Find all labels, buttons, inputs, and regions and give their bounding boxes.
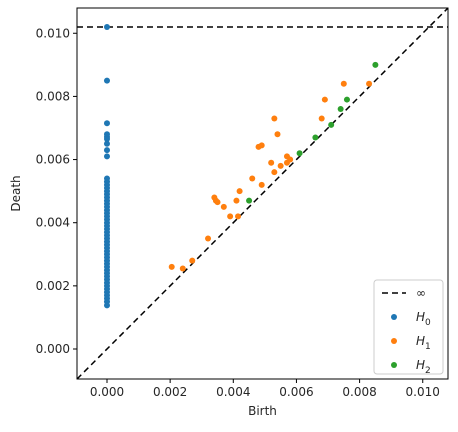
point-h1 (220, 203, 227, 210)
x-tick-label: 0.004 (216, 385, 250, 399)
x-tick-label: 0.008 (342, 385, 376, 399)
point-h1 (340, 80, 347, 87)
point-h1 (189, 257, 196, 264)
point-h2 (343, 96, 350, 103)
y-tick-label: 0.008 (36, 89, 70, 103)
y-axis: 0.000 0.002 0.004 0.006 0.008 0.010 (36, 26, 77, 356)
y-tick-label: 0.000 (36, 342, 70, 356)
y-tick-label: 0.006 (36, 153, 70, 167)
x-tick-label: 0.000 (90, 385, 124, 399)
point-h1 (258, 142, 265, 149)
diagonal-line (77, 8, 448, 379)
point-h1 (249, 175, 256, 182)
point-h1 (236, 188, 243, 195)
legend-box (373, 279, 444, 375)
y-tick-label: 0.004 (36, 216, 70, 230)
point-h0 (103, 140, 110, 147)
x-tick-label: 0.002 (153, 385, 187, 399)
point-h2 (312, 134, 319, 141)
point-h2 (337, 106, 344, 113)
y-tick-label: 0.002 (36, 279, 70, 293)
point-h1 (227, 213, 234, 220)
legend-h1-label: H1 (416, 334, 431, 352)
plot-frame (76, 7, 449, 380)
point-h1 (233, 197, 240, 204)
point-h1 (235, 213, 242, 220)
legend-h2-swatch (391, 362, 397, 368)
y-tick-label: 0.010 (36, 26, 70, 40)
point-h1 (283, 159, 290, 166)
point-h2 (372, 61, 379, 68)
point-h1 (271, 169, 278, 176)
point-h1 (277, 162, 284, 169)
marks-layer (77, 8, 448, 379)
legend-infinity-label: ∞ (416, 286, 426, 300)
point-h0 (103, 23, 110, 30)
point-h1 (321, 96, 328, 103)
point-h1 (258, 181, 265, 188)
y-axis-label: Death (9, 175, 23, 211)
point-h0 (103, 77, 110, 84)
legend-h0-swatch (391, 314, 397, 320)
point-h2 (328, 121, 335, 128)
x-axis-label: Birth (248, 404, 277, 418)
point-h0 (103, 302, 110, 309)
point-h0 (103, 147, 110, 154)
point-h1 (271, 115, 278, 122)
point-h1 (179, 265, 186, 272)
point-h1 (268, 159, 275, 166)
point-h2 (246, 197, 253, 204)
x-tick-label: 0.006 (279, 385, 313, 399)
point-h2 (296, 150, 303, 157)
legend: ∞ H0 H1 H2 (373, 279, 444, 376)
point-h1 (205, 235, 212, 242)
point-h0 (103, 153, 110, 160)
point-h1 (366, 80, 373, 87)
legend-h1-swatch (391, 338, 397, 344)
point-h1 (318, 115, 325, 122)
legend-h0-label: H0 (416, 310, 431, 328)
x-tick-label: 0.010 (406, 385, 440, 399)
point-h0 (103, 136, 110, 143)
x-axis: 0.000 0.002 0.004 0.006 0.008 0.010 (90, 379, 440, 399)
point-h1 (168, 263, 175, 270)
point-h1 (274, 131, 281, 138)
point-h1 (214, 199, 221, 206)
point-h0 (103, 120, 110, 127)
legend-h2-label: H2 (416, 358, 431, 376)
